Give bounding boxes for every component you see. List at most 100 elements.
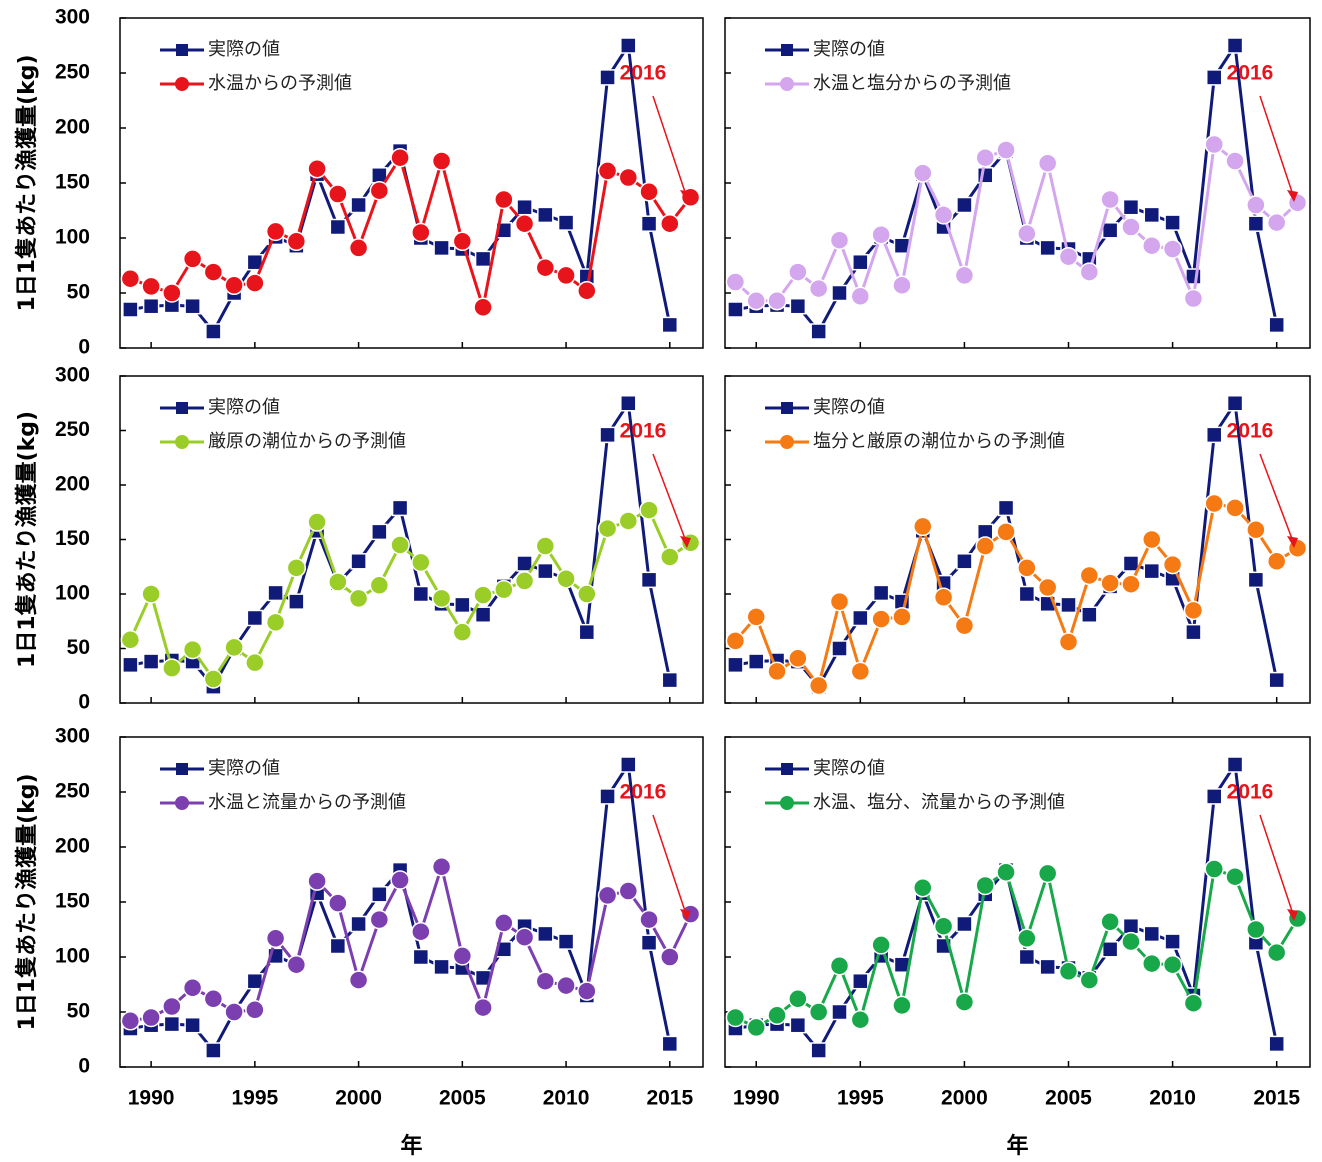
legend-marker xyxy=(176,402,188,414)
data-point xyxy=(872,584,890,602)
data-point xyxy=(1143,562,1161,580)
data-point xyxy=(767,1005,787,1026)
data-point xyxy=(371,523,388,541)
y-tick-label: 300 xyxy=(55,725,90,748)
data-point xyxy=(1081,606,1098,623)
y-tick-label: 250 xyxy=(55,61,90,84)
legend-marker xyxy=(781,44,793,56)
data-point xyxy=(1246,919,1266,940)
data-point xyxy=(956,915,973,933)
y-tick-label: 50 xyxy=(67,1000,90,1023)
data-point xyxy=(350,196,367,214)
data-point xyxy=(618,167,639,188)
data-point xyxy=(660,947,680,967)
legend-label: 実際の値 xyxy=(813,758,885,779)
data-point xyxy=(537,206,554,224)
data-point xyxy=(1246,519,1266,540)
annotation: 2016 xyxy=(620,781,667,804)
x-tick-label: 2010 xyxy=(1149,1087,1196,1110)
data-point xyxy=(350,915,367,933)
x-tick-label: 1995 xyxy=(837,1087,884,1110)
data-point xyxy=(473,297,493,318)
legend-label: 水温と流量からの予測値 xyxy=(208,792,406,813)
data-point xyxy=(1142,953,1162,974)
data-point xyxy=(1162,954,1183,975)
data-point xyxy=(1226,756,1244,773)
data-point xyxy=(1060,596,1077,614)
data-point xyxy=(913,516,933,537)
y-axis-label: 1日1隻あたり漁獲量(kg) xyxy=(14,411,40,668)
x-tick-label: 2000 xyxy=(941,1087,988,1110)
y-tick-label: 100 xyxy=(55,945,90,968)
data-point xyxy=(1037,153,1058,173)
data-point xyxy=(597,885,618,906)
y-tick-label: 0 xyxy=(78,336,90,359)
data-point xyxy=(850,661,871,682)
data-point xyxy=(975,875,995,896)
data-point xyxy=(1226,395,1244,412)
data-point xyxy=(996,522,1016,542)
data-point xyxy=(390,535,410,555)
data-point xyxy=(350,553,367,570)
data-point xyxy=(1122,555,1140,572)
data-point xyxy=(267,584,284,602)
data-point xyxy=(831,284,848,302)
data-point xyxy=(245,652,265,673)
data-point xyxy=(288,593,305,610)
data-point xyxy=(661,1035,679,1053)
data-point xyxy=(307,512,327,532)
x-tick-label: 1990 xyxy=(128,1087,175,1110)
data-point xyxy=(1122,917,1140,935)
y-axis-label: 1日1隻あたり漁獲量(kg) xyxy=(14,54,40,311)
data-point xyxy=(639,500,659,520)
data-point xyxy=(892,275,912,296)
data-point xyxy=(829,230,850,250)
panel: 0 50 100 150 200 250 300 1日1隻あたり漁獲量(kg) 実際の値水温から… xyxy=(14,6,704,359)
data-point xyxy=(954,615,975,636)
y-tick-label: 0 xyxy=(78,1055,90,1078)
data-point xyxy=(162,283,182,303)
data-point xyxy=(162,996,182,1017)
data-point xyxy=(808,278,829,299)
data-point xyxy=(597,518,618,539)
data-point xyxy=(516,198,533,216)
data-point xyxy=(348,238,369,258)
data-point xyxy=(660,547,680,567)
data-point xyxy=(1183,288,1204,309)
x-tick-label: 1990 xyxy=(733,1087,780,1110)
data-point xyxy=(431,857,452,877)
annotation: 2016 xyxy=(1227,781,1274,804)
data-point xyxy=(1183,993,1204,1013)
data-point xyxy=(411,552,431,573)
data-point xyxy=(1225,498,1245,518)
data-point xyxy=(1162,554,1183,575)
data-point xyxy=(597,161,618,181)
data-point xyxy=(286,558,307,578)
data-point xyxy=(514,571,535,591)
series-line xyxy=(129,507,692,682)
annotation-arrow xyxy=(1259,814,1295,918)
data-point xyxy=(727,656,744,674)
legend-marker xyxy=(175,796,189,810)
data-point xyxy=(871,224,891,245)
annotation-arrow xyxy=(652,814,688,918)
data-point xyxy=(831,640,848,657)
data-point xyxy=(954,265,975,286)
data-point xyxy=(1205,69,1223,86)
data-point xyxy=(494,579,514,600)
data-point xyxy=(810,1042,827,1059)
data-point xyxy=(577,281,597,301)
legend-marker xyxy=(176,44,188,56)
data-point xyxy=(412,585,430,603)
data-point xyxy=(810,323,827,340)
data-point xyxy=(348,588,369,609)
data-point xyxy=(224,275,244,296)
data-point xyxy=(746,1017,766,1038)
data-point xyxy=(246,609,264,627)
data-point xyxy=(557,214,575,231)
data-point xyxy=(1164,214,1181,231)
data-point xyxy=(1246,195,1266,215)
data-point xyxy=(639,182,659,202)
data-point xyxy=(789,297,807,315)
